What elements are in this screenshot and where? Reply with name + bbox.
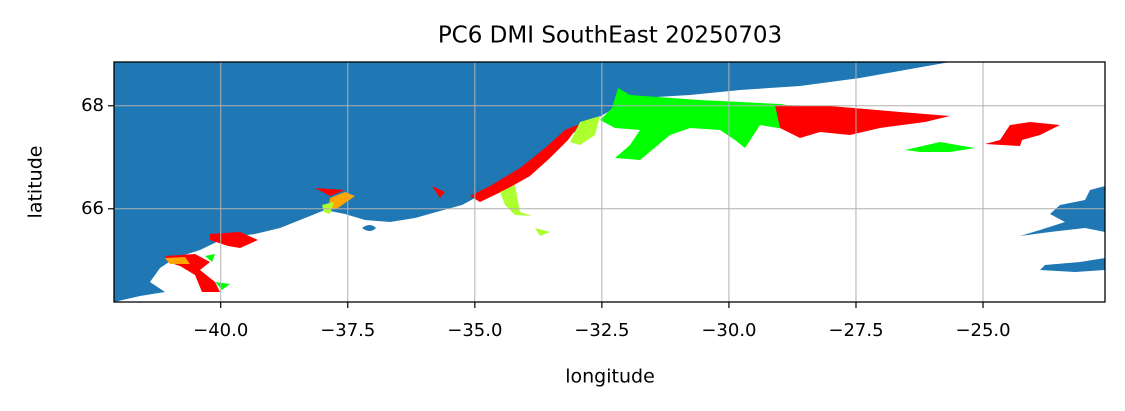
x-tick-label: −40.0 bbox=[193, 320, 248, 341]
x-tick-label: −25.0 bbox=[955, 320, 1010, 341]
ice-green bbox=[205, 254, 230, 290]
x-tick-label: −32.5 bbox=[574, 320, 629, 341]
map-layer bbox=[114, 62, 1105, 302]
ice-lightgreen bbox=[500, 116, 600, 236]
y-axis-label: latitude bbox=[25, 146, 47, 219]
y-tick-label: 66 bbox=[81, 198, 104, 219]
grid bbox=[114, 62, 1105, 302]
axes-frame bbox=[113, 61, 1106, 303]
ice-lightgreen bbox=[322, 202, 334, 214]
ice-red bbox=[470, 124, 580, 202]
ice-red bbox=[210, 232, 258, 248]
x-tick-label: −27.5 bbox=[828, 320, 883, 341]
land bbox=[1040, 258, 1105, 272]
ice-red bbox=[775, 105, 950, 138]
ice-red bbox=[985, 122, 1060, 146]
x-tick-label: −30.0 bbox=[701, 320, 756, 341]
land bbox=[1020, 186, 1105, 236]
ice-orange bbox=[165, 257, 190, 264]
chart-title: PC6 DMI SouthEast 20250703 bbox=[438, 23, 782, 49]
x-tick-label: −35.0 bbox=[447, 320, 502, 341]
land bbox=[114, 62, 950, 302]
land bbox=[362, 225, 376, 231]
x-tick-label: −37.5 bbox=[320, 320, 375, 341]
x-axis-label: longitude bbox=[565, 366, 655, 388]
y-tick-label: 68 bbox=[81, 95, 104, 116]
ice-green bbox=[905, 142, 975, 152]
